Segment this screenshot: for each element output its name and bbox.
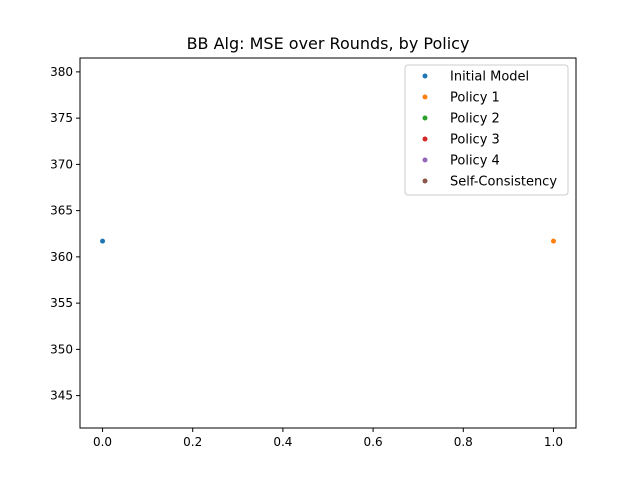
y-tick-label: 355 — [50, 296, 73, 310]
legend-box — [404, 64, 569, 196]
legend: Initial Model Policy 1 Policy 2 Policy 3 Pol… — [404, 64, 569, 196]
data-point — [100, 238, 106, 244]
y-tick-label: 365 — [50, 204, 73, 218]
y-tick-label: 345 — [50, 389, 73, 403]
chart-title: BB Alg: MSE over Rounds, by Policy — [187, 34, 470, 53]
y-tick-label: 370 — [50, 157, 73, 171]
legend-label: Policy 3 — [450, 133, 500, 148]
legend-marker — [422, 94, 428, 100]
x-tick-label: 0.4 — [273, 435, 292, 449]
x-axis-ticks: 0.0 0.2 0.4 0.6 0.8 1.0 — [93, 428, 563, 449]
plot-frame — [79, 57, 577, 429]
legend-label: Policy 4 — [450, 154, 500, 169]
legend-marker — [422, 178, 428, 184]
y-tick-label: 350 — [50, 342, 73, 356]
data-point — [550, 238, 556, 244]
y-axis-ticks: 345 350 355 360 365 370 375 380 — [50, 65, 80, 403]
data-points — [100, 238, 556, 244]
legend-label: Self-Consistency — [450, 175, 557, 190]
legend-label: Policy 1 — [450, 91, 500, 106]
x-tick-label: 1.0 — [544, 435, 563, 449]
y-tick-label: 360 — [50, 250, 73, 264]
x-tick-label: 0.0 — [93, 435, 112, 449]
x-tick-label: 0.6 — [364, 435, 383, 449]
y-tick-label: 380 — [50, 65, 73, 79]
x-tick-label: 0.8 — [454, 435, 473, 449]
legend-marker — [422, 136, 428, 142]
y-tick-label: 375 — [50, 111, 73, 125]
legend-marker — [422, 115, 428, 121]
legend-marker — [422, 157, 428, 163]
legend-label: Policy 2 — [450, 112, 500, 127]
x-tick-label: 0.2 — [183, 435, 202, 449]
legend-marker — [422, 73, 428, 79]
legend-label: Initial Model — [450, 70, 529, 85]
